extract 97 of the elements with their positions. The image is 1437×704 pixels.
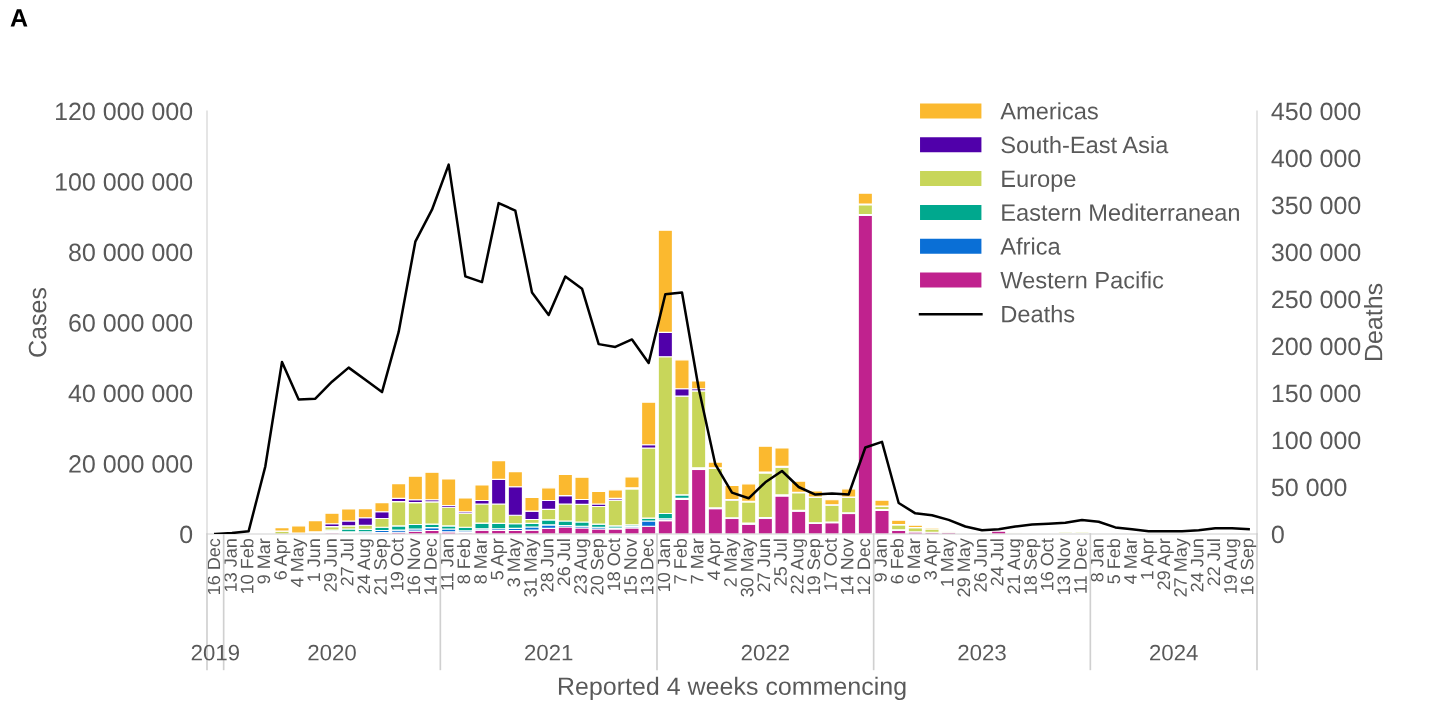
x-tick-label: 8 Feb — [456, 538, 471, 584]
y2-tick-label: 300 000 — [1271, 243, 1361, 262]
x-tick-label: 5 Feb — [1106, 538, 1121, 584]
x-tick-label: 24 Jun — [1190, 539, 1204, 592]
y-axis-title: Cases — [28, 287, 47, 357]
x-tick-label: 3 Apr — [924, 538, 941, 580]
y2-tick-label: 150 000 — [1272, 384, 1361, 403]
x-tick-label: 19 Aug — [1224, 539, 1241, 594]
text: 2021 — [525, 644, 573, 661]
x-tick-label: 26 Jul — [556, 539, 571, 586]
x-tick-label: 19 Oct — [390, 538, 404, 590]
y-tick-label: 40 000 000 — [68, 384, 193, 403]
x-tick-label: 23 Aug — [574, 539, 591, 594]
legend-label: Deaths — [1002, 305, 1075, 323]
x-tick-label: 16 Nov — [407, 538, 421, 594]
x-tick-label: 12 Dec — [857, 538, 871, 594]
text: 2023 — [958, 644, 1006, 661]
x-tick-label: 14 Nov — [840, 538, 854, 594]
x-tick-label: 22 Jul — [1206, 539, 1221, 586]
x-tick-label: 1 Jun — [307, 539, 321, 581]
x-tick-label: 2 May — [724, 538, 741, 587]
x-tick-label: 13 Dec — [640, 538, 654, 594]
x-tick-label: 21 Sep — [374, 538, 391, 595]
text: 2024 — [1150, 644, 1198, 661]
x-tick-label: 27 Jun — [757, 539, 771, 592]
x-tick-label: 11 Dec — [1074, 538, 1087, 593]
x-tick-label: 15 Nov — [624, 538, 637, 594]
x-tick-label: 21 Aug — [1007, 539, 1024, 594]
y2-tick-label: 200 000 — [1272, 337, 1361, 356]
x-tick-label: 18 Oct — [607, 538, 621, 590]
x-tick-label: 27 Jul — [340, 539, 354, 586]
y2-axis-title: Deaths — [1364, 283, 1383, 361]
x-tick-label: 16 Oct — [1040, 538, 1054, 590]
y2-tick-label: 250 000 — [1272, 290, 1361, 309]
x-tick-label: 16 Dec — [207, 538, 221, 594]
y2-tick-label: 0 — [1271, 525, 1284, 544]
x-tick-label: 10 Feb — [240, 538, 254, 593]
legend-label: Europe — [1002, 170, 1076, 192]
text: A — [10, 9, 28, 27]
x-tick-label: 30 May — [740, 538, 758, 597]
x-tick-label: 29 Jun — [324, 539, 337, 592]
y2-tick-label: 100 000 — [1272, 431, 1361, 450]
x-tick-label: 8 Mar — [474, 538, 487, 584]
x-tick-label: 16 Sep — [1240, 538, 1258, 595]
x-tick-label: 28 Jun — [540, 539, 554, 592]
x-tick-label: 20 Sep — [590, 538, 608, 595]
x-tick-label: 6 Mar — [907, 538, 921, 584]
text: 2020 — [308, 644, 356, 661]
x-tick-label: 26 Jun — [974, 539, 987, 592]
x-tick-label: 11 Jan — [440, 539, 454, 590]
y-tick-label: 100 000 000 — [56, 173, 193, 191]
y2-tick-label: 400 000 — [1271, 149, 1361, 168]
x-tick-label: 1 Apr — [1140, 538, 1158, 579]
x-tick-label: 25 Jul — [773, 539, 787, 586]
x-tick-label: 6 Feb — [890, 538, 904, 584]
y2-tick-label: 350 000 — [1271, 196, 1361, 215]
x-tick-label: 5 Apr — [490, 538, 508, 580]
x-tick-label: 18 Sep — [1024, 538, 1041, 595]
x-tick-label: 31 May — [524, 538, 541, 597]
x-tick-label: 14 Dec — [424, 538, 437, 594]
x-axis-title: Reported 4 weeks commencing — [558, 676, 906, 701]
text: 2022 — [741, 644, 789, 661]
x-tick-label: 4 May — [290, 538, 308, 587]
legend-label: South-East Asia — [1001, 135, 1169, 154]
legend-label: Eastern Mediterranean — [1002, 203, 1239, 221]
legend-label: Africa — [1000, 237, 1061, 255]
x-tick-label: 27 May — [1174, 538, 1191, 597]
legend-label: Americas — [1000, 102, 1098, 120]
y-tick-label: 20 000 000 — [69, 455, 193, 473]
x-tick-label: 8 Jan — [1090, 539, 1104, 582]
y-tick-label: 120 000 000 — [56, 102, 193, 121]
x-tick-label: 7 Feb — [673, 538, 687, 584]
x-tick-label: 3 May — [507, 538, 524, 587]
x-tick-label: 24 Jul — [990, 539, 1004, 586]
y-tick-label: 80 000 000 — [69, 243, 193, 262]
x-tick-label: 10 Jan — [657, 539, 671, 591]
x-tick-label: 4 Apr — [707, 538, 724, 580]
text: 2019 — [191, 644, 239, 661]
x-tick-label: 29 Apr — [1157, 538, 1174, 590]
x-tick-label: 13 Jan — [224, 539, 237, 591]
x-tick-label: 7 Mar — [690, 538, 704, 584]
y-tick-label: 60 000 000 — [69, 314, 193, 332]
x-tick-label: 9 Jan — [874, 539, 887, 582]
x-tick-label: 22 Aug — [790, 539, 808, 594]
legend-label: Western Pacific — [1000, 271, 1164, 289]
x-tick-label: 24 Aug — [357, 539, 374, 594]
y-tick-label: 0 — [180, 525, 193, 544]
x-tick-label: 6 Apr — [274, 538, 291, 580]
y2-tick-label: 50 000 — [1271, 478, 1347, 497]
x-tick-label: 1 May — [940, 538, 958, 586]
x-tick-label: 17 Oct — [824, 538, 837, 590]
x-tick-label: 13 Nov — [1057, 538, 1071, 594]
x-tick-label: 29 May — [957, 538, 974, 597]
x-tick-label: 19 Sep — [807, 538, 824, 595]
x-tick-label: 4 Mar — [1124, 538, 1137, 584]
y2-tick-label: 450 000 — [1271, 102, 1361, 121]
x-tick-label: 9 Mar — [257, 538, 271, 584]
